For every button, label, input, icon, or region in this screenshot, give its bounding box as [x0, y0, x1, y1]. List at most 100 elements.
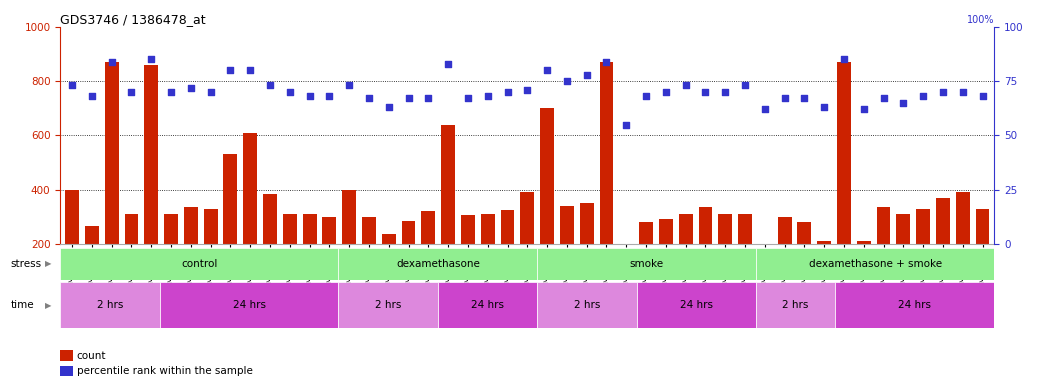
Bar — [540, 108, 554, 244]
Point — [717, 89, 734, 95]
Bar — [144, 65, 158, 244]
Bar — [243, 132, 257, 244]
Point — [934, 89, 951, 95]
Bar — [481, 214, 495, 244]
Point — [776, 95, 793, 101]
Point — [104, 58, 120, 65]
Bar — [338, 248, 538, 280]
Point — [281, 89, 298, 95]
Bar — [797, 222, 812, 244]
Point — [816, 104, 832, 110]
Text: 2 hrs: 2 hrs — [783, 300, 809, 310]
Point — [84, 93, 101, 99]
Bar — [338, 282, 438, 328]
Bar — [362, 217, 376, 244]
Point — [954, 89, 971, 95]
Bar — [421, 211, 435, 244]
Bar — [559, 206, 574, 244]
Point — [875, 95, 892, 101]
Bar — [184, 207, 198, 244]
Text: 2 hrs: 2 hrs — [375, 300, 402, 310]
Bar — [956, 192, 969, 244]
Text: 24 hrs: 24 hrs — [899, 300, 931, 310]
Bar — [105, 62, 118, 244]
Bar — [837, 62, 851, 244]
Point — [975, 93, 991, 99]
Point — [737, 83, 754, 89]
Text: control: control — [182, 259, 218, 269]
Point — [440, 61, 457, 67]
Bar — [538, 248, 756, 280]
Bar — [756, 282, 836, 328]
Bar — [60, 282, 160, 328]
Point — [637, 93, 654, 99]
Point — [480, 93, 496, 99]
Bar — [639, 222, 653, 244]
Bar — [679, 214, 692, 244]
Point — [519, 87, 536, 93]
Point — [301, 93, 318, 99]
Point — [321, 93, 337, 99]
Text: dexamethasone: dexamethasone — [395, 259, 480, 269]
Point — [124, 89, 140, 95]
Point — [143, 56, 160, 63]
Text: 24 hrs: 24 hrs — [233, 300, 266, 310]
Bar — [438, 282, 538, 328]
Bar — [283, 214, 297, 244]
Bar — [223, 154, 238, 244]
Bar — [538, 282, 636, 328]
Point — [558, 78, 575, 84]
Text: 2 hrs: 2 hrs — [97, 300, 124, 310]
Bar — [718, 214, 732, 244]
Point — [202, 89, 219, 95]
Point — [618, 121, 634, 127]
Point — [163, 89, 180, 95]
Text: 2 hrs: 2 hrs — [574, 300, 600, 310]
Bar — [164, 214, 177, 244]
Bar — [877, 207, 891, 244]
Point — [460, 95, 476, 101]
Point — [183, 84, 199, 91]
Bar — [85, 226, 99, 244]
Bar — [976, 209, 989, 244]
Bar — [756, 248, 994, 280]
Point — [420, 95, 437, 101]
Point — [698, 89, 714, 95]
Point — [796, 95, 813, 101]
Bar — [65, 190, 79, 244]
Point — [836, 56, 852, 63]
Point — [340, 83, 357, 89]
Text: stress: stress — [10, 259, 42, 269]
Bar — [856, 241, 871, 244]
Text: 24 hrs: 24 hrs — [680, 300, 713, 310]
Bar — [323, 217, 336, 244]
Bar — [636, 282, 756, 328]
Point — [360, 95, 377, 101]
Bar — [303, 214, 317, 244]
Point — [262, 83, 278, 89]
Bar — [936, 198, 950, 244]
Bar — [600, 62, 613, 244]
Point — [678, 83, 694, 89]
Bar — [699, 207, 712, 244]
Point — [757, 106, 773, 113]
Bar — [382, 234, 395, 244]
Bar — [817, 241, 831, 244]
Bar — [659, 219, 673, 244]
Bar — [580, 203, 594, 244]
Point — [914, 93, 931, 99]
Bar — [836, 282, 994, 328]
Point — [895, 100, 911, 106]
Bar — [917, 209, 930, 244]
Bar — [441, 124, 455, 244]
Text: ▶: ▶ — [45, 260, 51, 268]
Point — [63, 83, 80, 89]
Bar — [897, 214, 910, 244]
Bar — [520, 192, 535, 244]
Bar — [500, 210, 515, 244]
Text: ▶: ▶ — [45, 301, 51, 310]
Bar — [160, 282, 338, 328]
Text: dexamethasone + smoke: dexamethasone + smoke — [809, 259, 941, 269]
Point — [539, 67, 555, 73]
Bar — [203, 209, 218, 244]
